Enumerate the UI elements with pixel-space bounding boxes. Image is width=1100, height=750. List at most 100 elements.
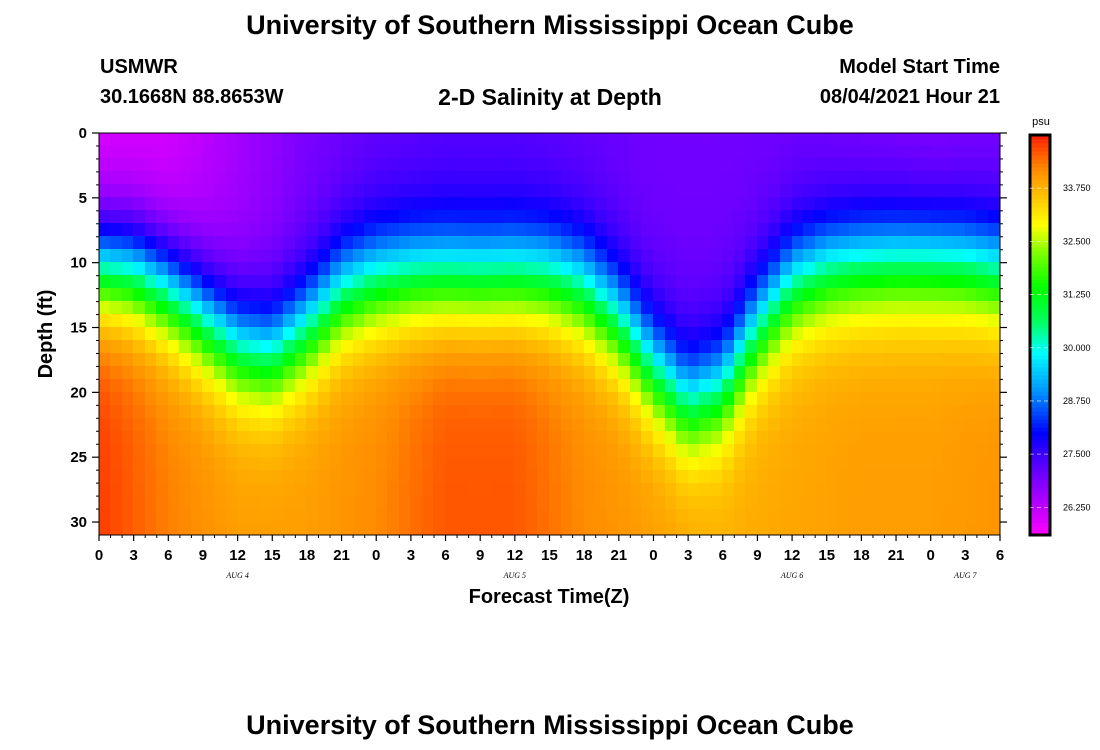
heatmap-cell [930,171,944,186]
heatmap-cell [734,249,747,264]
heatmap-cell [699,457,713,472]
heatmap-cell [757,171,770,186]
heatmap-cell [145,275,158,290]
heatmap-cell [919,431,932,446]
heatmap-cell [179,210,193,225]
heatmap-cell [318,197,332,212]
heatmap-cell [757,158,770,173]
heatmap-cell [976,262,990,277]
heatmap-cell [688,379,701,394]
heatmap-cell [110,301,124,316]
heatmap-cell [722,133,736,147]
heatmap-cell [722,327,736,342]
heatmap-cell [653,457,667,472]
heatmap-cell [711,275,724,290]
heatmap-cell [214,522,228,536]
heatmap-cell [457,210,470,225]
heatmap-cell [849,171,863,186]
heatmap-cell [168,444,181,459]
heatmap-cell [433,379,447,394]
heatmap-cell [711,288,724,303]
heatmap-cell [768,158,782,173]
heatmap-cell [353,522,366,536]
heatmap-cell [503,405,516,420]
heatmap-cell [768,379,782,394]
heatmap-cell [803,133,817,147]
heatmap-cell [480,444,493,459]
heatmap-cell [156,483,170,498]
heatmap-cell [595,509,609,524]
heatmap-cell [572,145,586,160]
heatmap-cell [861,496,874,511]
heatmap-cell [768,236,782,251]
heatmap-cell [584,522,597,536]
heatmap-cell [226,496,239,511]
heatmap-cell [99,262,112,277]
colorbar-segment [1030,475,1050,480]
heatmap-cell [630,418,643,433]
heatmap-cell [318,184,332,199]
heatmap-cell [618,184,632,199]
heatmap-cell [711,431,724,446]
x-tick-label: 12 [784,547,801,564]
heatmap-cell [607,457,620,472]
heatmap-cell [965,509,978,524]
heatmap-cell [988,327,1001,342]
heatmap-cell [341,171,355,186]
heatmap-cell [422,210,435,225]
heatmap-cell [387,470,401,485]
heatmap-cell [399,145,412,160]
heatmap-cell [249,483,262,498]
heatmap-cell [780,184,794,199]
heatmap-cell [896,171,909,186]
heatmap-cell [572,340,586,355]
heatmap-cell [618,366,632,381]
heatmap-cell [792,275,805,290]
heatmap-cell [872,210,886,225]
heatmap-cell [433,275,447,290]
heatmap-cell [168,197,181,212]
heatmap-cell [780,171,794,186]
heatmap-cell [561,405,574,420]
heatmap-cell [202,418,216,433]
heatmap-cell [237,236,251,251]
heatmap-cell [514,197,528,212]
heatmap-cell [122,210,135,225]
heatmap-cell [757,223,770,238]
heatmap-cell [838,249,851,264]
heatmap-cell [745,197,759,212]
heatmap-cell [653,184,667,199]
heatmap-cell [364,353,378,368]
heatmap-cell [318,133,332,147]
heatmap-cell [133,288,147,303]
heatmap-cell [353,457,366,472]
heatmap-cell [792,431,805,446]
heatmap-cell [364,327,378,342]
heatmap-cell [226,392,239,407]
heatmap-cell [884,496,898,511]
heatmap-cell [722,301,736,316]
heatmap-cell [826,262,840,277]
heatmap-cell [376,314,389,329]
heatmap-cell [861,470,874,485]
heatmap-cell [976,366,990,381]
heatmap-cell [387,483,401,498]
heatmap-cell [122,197,135,212]
heatmap-cell [145,496,158,511]
heatmap-cell [179,470,193,485]
heatmap-cell [457,158,470,173]
heatmap-cell [711,509,724,524]
heatmap-cell [826,236,840,251]
heatmap-cell [630,288,643,303]
heatmap-cell [145,133,158,147]
heatmap-cell [122,470,135,485]
heatmap-cell [341,223,355,238]
heatmap-cell [491,236,505,251]
heatmap-cell [387,418,401,433]
heatmap-cell [722,405,736,420]
heatmap-cell [584,353,597,368]
heatmap-cell [561,262,574,277]
colorbar-segment [1030,379,1050,384]
heatmap-cell [260,262,274,277]
heatmap-cell [919,457,932,472]
